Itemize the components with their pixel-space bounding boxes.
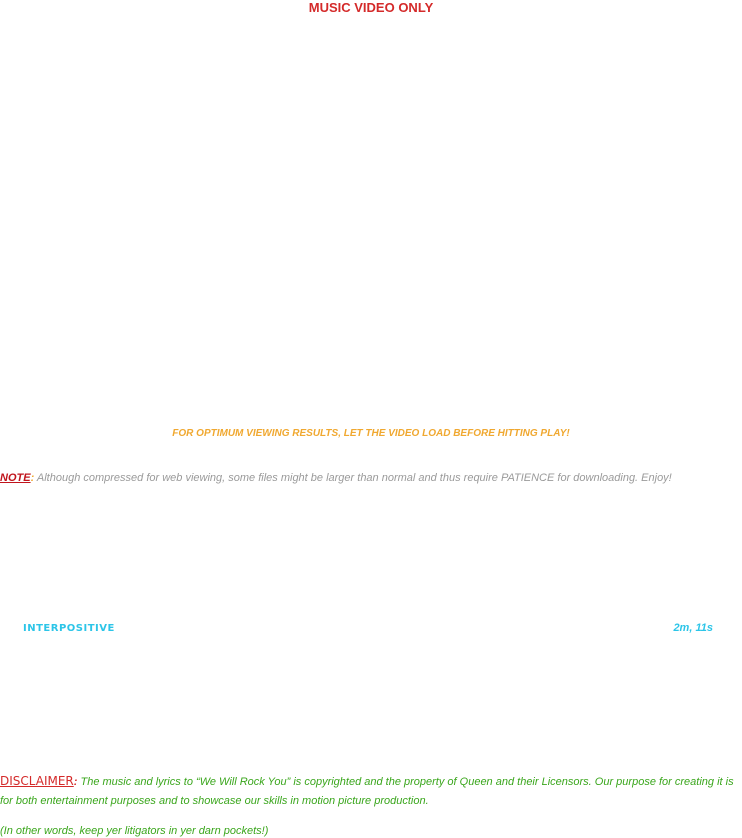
disclaimer-label: DISCLAIMER — [0, 774, 74, 788]
disclaimer-text: The music and lyrics to “We Will Rock Yo… — [0, 776, 734, 807]
download-note: NOTE: Although compressed for web viewin… — [0, 472, 742, 485]
disclaimer-aside: (In other words, keep yer litigators in … — [0, 825, 269, 837]
note-text: Although compressed for web viewing, som… — [34, 472, 672, 484]
video-list-row: INTERPOSITIVE 2m, 11s — [0, 622, 742, 636]
note-label: NOTE — [0, 472, 31, 484]
note-colon: : — [30, 472, 35, 484]
disclaimer-paragraph: DISCLAIMER: The music and lyrics to “We … — [0, 772, 742, 811]
video-duration: 2m, 11s — [673, 622, 713, 634]
video-player-area[interactable] — [0, 20, 742, 420]
interpositive-video-link[interactable]: INTERPOSITIVE — [23, 623, 115, 634]
page-title: MUSIC VIDEO ONLY — [308, 0, 434, 15]
viewing-tip: FOR OPTIMUM VIEWING RESULTS, LET THE VID… — [172, 428, 570, 439]
disclaimer-colon: : — [73, 776, 78, 788]
